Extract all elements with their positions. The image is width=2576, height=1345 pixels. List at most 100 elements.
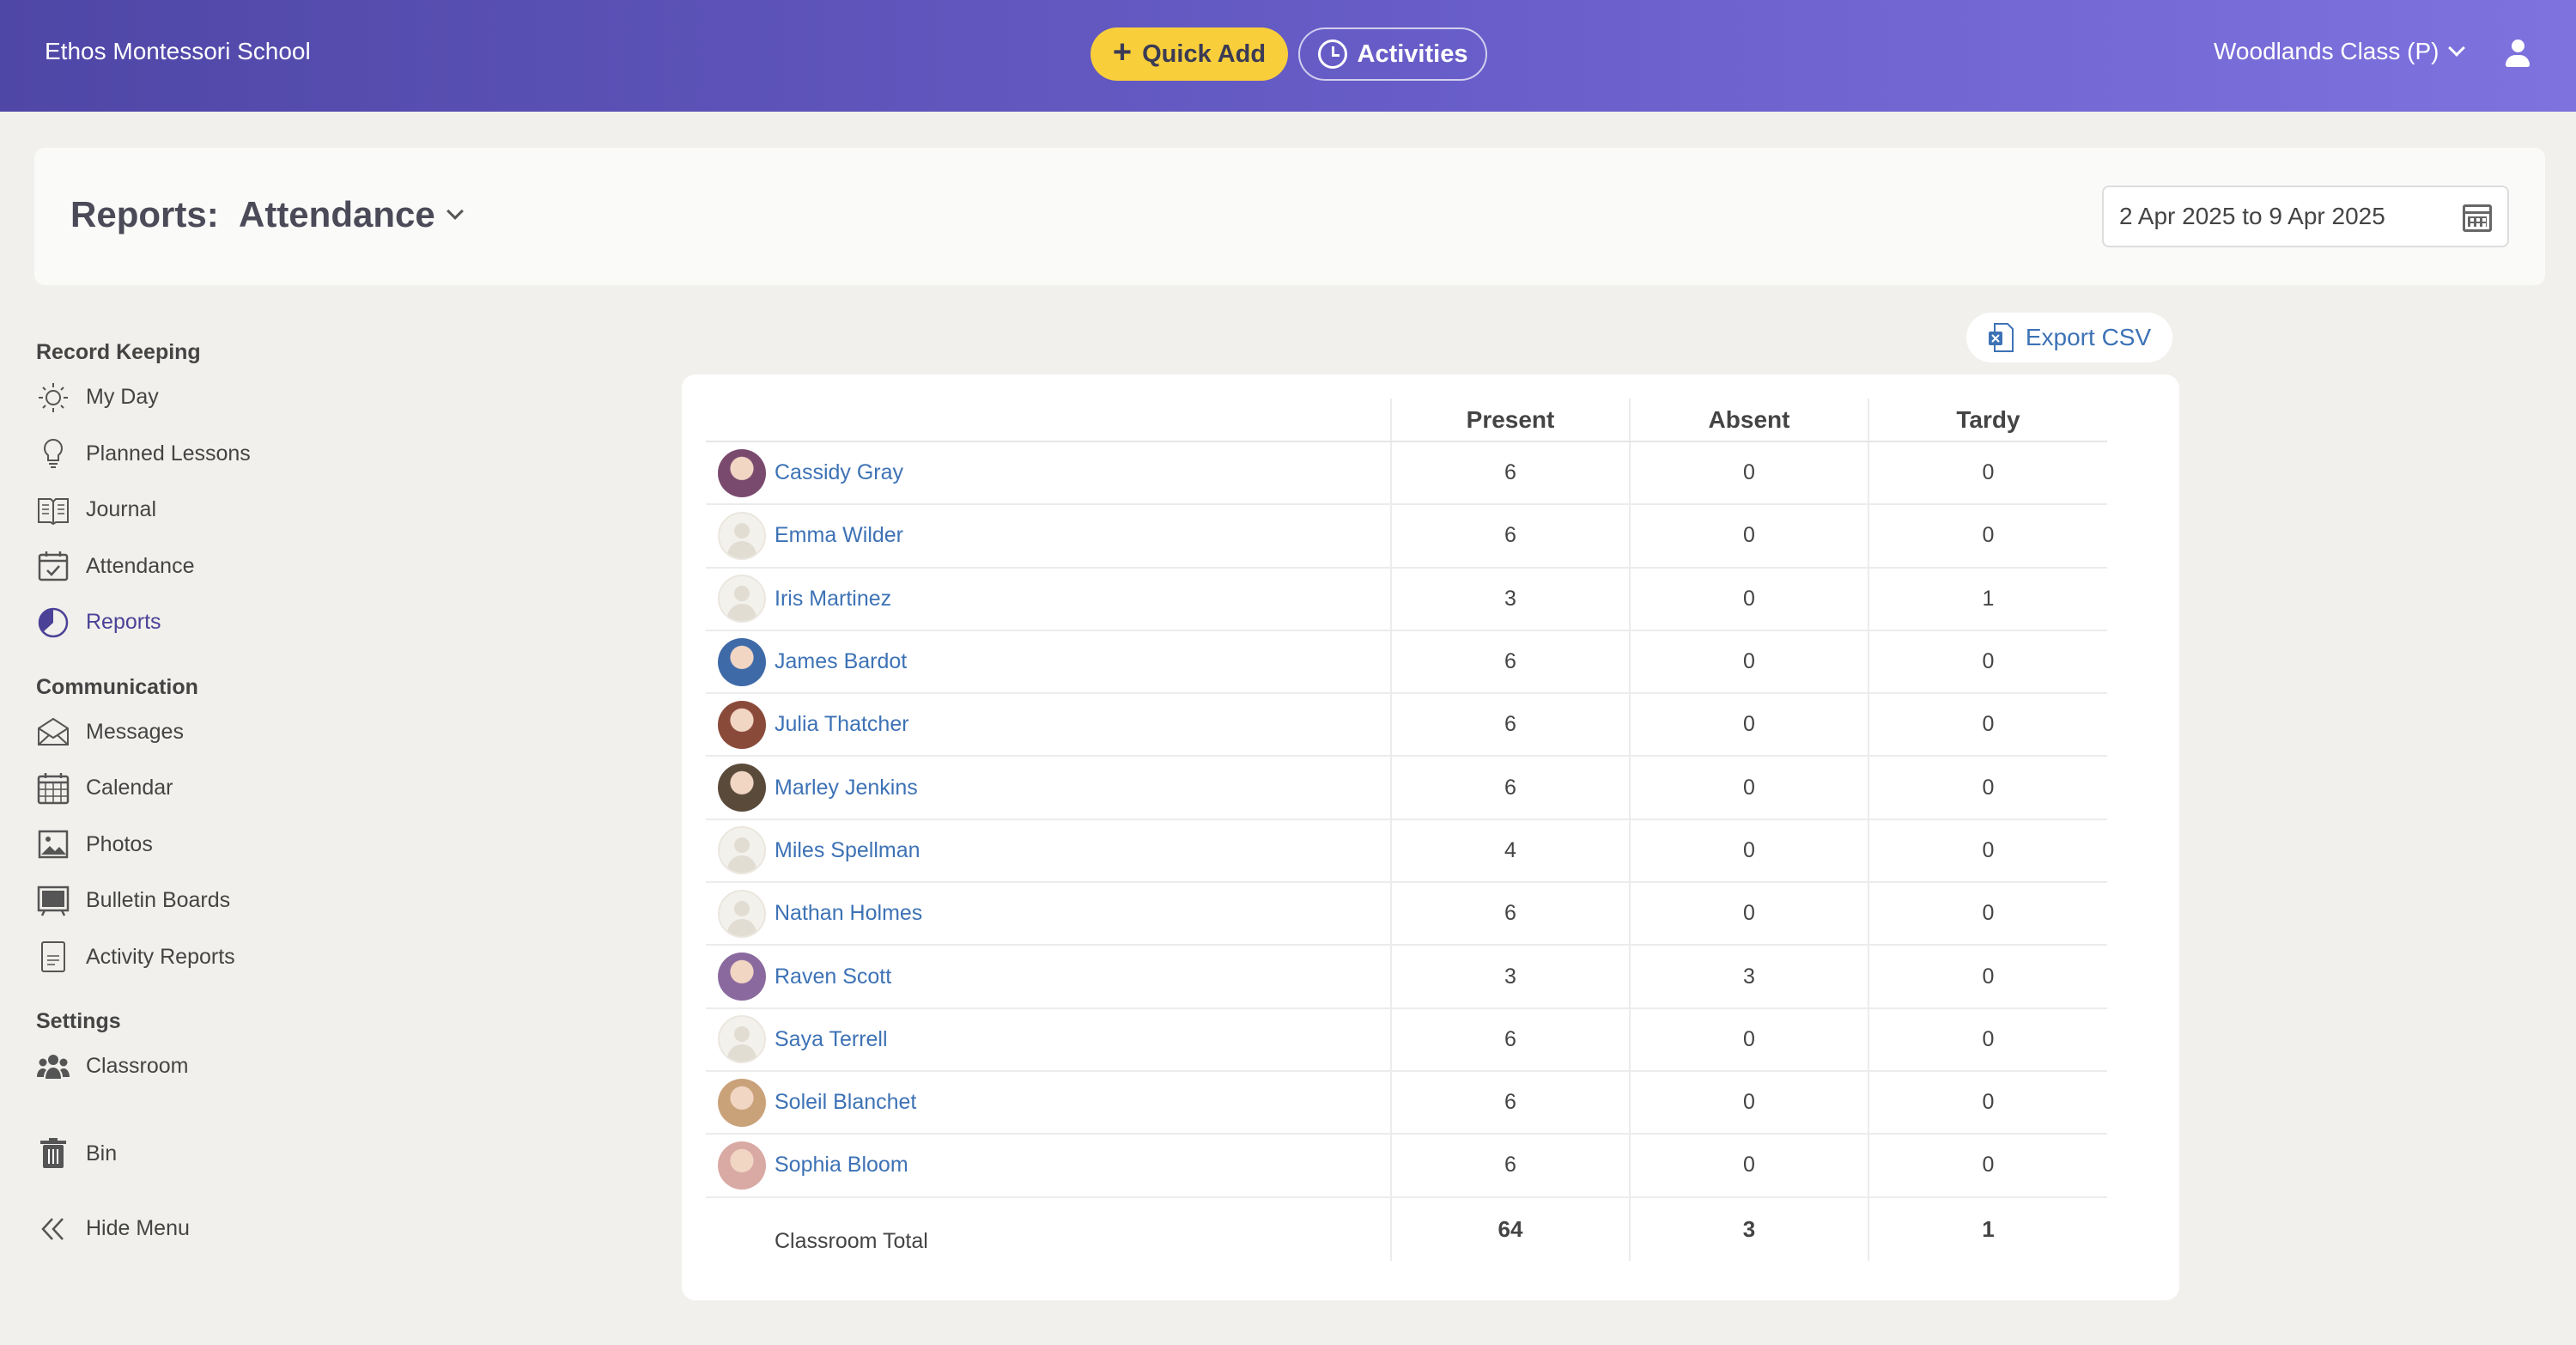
avatar[interactable]: [718, 637, 766, 686]
student-name-link[interactable]: Miles Spellman: [775, 837, 920, 862]
avatar[interactable]: [718, 764, 766, 812]
chevron-down-icon: [2448, 40, 2466, 57]
column-header-name: [706, 399, 1391, 442]
chevron-down-icon: [446, 203, 464, 220]
tardy-count: 0: [1868, 1007, 2107, 1072]
present-count: 3: [1390, 945, 1630, 1009]
sidebar-item-activity-reports[interactable]: Activity Reports: [36, 929, 380, 986]
student-cell: Sophia Bloom: [706, 1134, 1391, 1198]
tardy-count: 0: [1868, 441, 2107, 506]
student-cell: Soleil Blanchet: [706, 1070, 1391, 1135]
sidebar-item-reports[interactable]: Reports: [36, 594, 380, 651]
envelope-icon: [38, 718, 69, 746]
sidebar-item-label: Classroom: [86, 1054, 189, 1079]
sidebar-item-label: Calendar: [86, 776, 173, 800]
present-count: 6: [1390, 630, 1630, 695]
sidebar-item-attendance[interactable]: Attendance: [36, 539, 380, 595]
avatar[interactable]: [718, 700, 766, 749]
student-name-link[interactable]: Sophia Bloom: [775, 1153, 908, 1178]
sidebar-item-bin[interactable]: Bin: [36, 1126, 380, 1183]
student-name-link[interactable]: Soleil Blanchet: [775, 1090, 917, 1115]
column-header-absent[interactable]: Absent: [1629, 399, 1868, 442]
lightbulb-icon: [44, 439, 63, 469]
class-select-label: Woodlands Class (P): [2214, 38, 2439, 64]
class-selector[interactable]: Woodlands Class (P): [2214, 38, 2466, 65]
student-cell: Saya Terrell: [706, 1007, 1391, 1072]
sidebar-item-my-day[interactable]: My Day: [36, 369, 380, 426]
table-row: Marley Jenkins 6 0 0: [706, 756, 2107, 820]
avatar[interactable]: [718, 952, 766, 1001]
table-row: Miles Spellman 4 0 0: [706, 819, 2107, 884]
quick-add-button[interactable]: + Quick Add: [1091, 27, 1288, 81]
present-count: 6: [1390, 1007, 1630, 1072]
excel-icon: [1988, 323, 2014, 352]
student-name-link[interactable]: James Bardot: [775, 649, 908, 674]
table-total-row: Classroom Total 64 3 1: [706, 1196, 2107, 1261]
student-cell: Julia Thatcher: [706, 693, 1391, 758]
tardy-count: 0: [1868, 819, 2107, 884]
sidebar-item-journal[interactable]: Journal: [36, 482, 380, 539]
absent-count: 0: [1629, 1007, 1868, 1072]
student-name-link[interactable]: Saya Terrell: [775, 1026, 888, 1051]
absent-count: 0: [1629, 504, 1868, 569]
avatar[interactable]: [718, 1141, 766, 1190]
date-range-field[interactable]: 2 Apr 2025 to 9 Apr 2025: [2102, 186, 2509, 247]
export-csv-label: Export CSV: [2025, 324, 2152, 350]
student-name-link[interactable]: Iris Martinez: [775, 586, 892, 611]
absent-count: 0: [1629, 441, 1868, 506]
student-name-link[interactable]: Nathan Holmes: [775, 901, 923, 926]
table-header-row: Present Absent Tardy: [706, 399, 2107, 442]
sidebar-item-label: Attendance: [86, 553, 195, 578]
student-name-link[interactable]: Emma Wilder: [775, 523, 904, 548]
avatar[interactable]: [718, 889, 766, 938]
avatar[interactable]: [718, 511, 766, 560]
avatar[interactable]: [718, 826, 766, 875]
tardy-count: 0: [1868, 1070, 2107, 1135]
tardy-count: 0: [1868, 756, 2107, 820]
total-tardy: 1: [1868, 1196, 2107, 1261]
sidebar-item-label: Messages: [86, 719, 184, 744]
sidebar-item-calendar[interactable]: Calendar: [36, 760, 380, 817]
present-count: 6: [1390, 882, 1630, 946]
report-type-dropdown[interactable]: Attendance: [239, 194, 464, 235]
column-header-tardy[interactable]: Tardy: [1868, 399, 2107, 442]
student-name-link[interactable]: Raven Scott: [775, 964, 892, 989]
book-icon: [38, 497, 69, 525]
calendar-icon[interactable]: [2463, 204, 2492, 232]
activities-button[interactable]: Activities: [1298, 27, 1487, 81]
export-csv-button[interactable]: Export CSV: [1966, 313, 2172, 362]
tardy-count: 0: [1868, 1134, 2107, 1198]
board-icon: [37, 886, 70, 916]
sidebar-item-messages[interactable]: Messages: [36, 704, 380, 761]
student-name-link[interactable]: Cassidy Gray: [775, 460, 904, 485]
table-row: Sophia Bloom 6 0 0: [706, 1134, 2107, 1198]
table-row: James Bardot 6 0 0: [706, 630, 2107, 695]
school-name[interactable]: Ethos Montessori School: [45, 38, 311, 64]
calendar-check-icon: [38, 551, 69, 581]
absent-count: 0: [1629, 756, 1868, 820]
hide-menu-button[interactable]: Hide Menu: [36, 1201, 380, 1257]
student-name-link[interactable]: Julia Thatcher: [775, 712, 909, 737]
present-count: 6: [1390, 1134, 1630, 1198]
total-absent: 3: [1629, 1196, 1868, 1261]
sidebar-item-classroom[interactable]: Classroom: [36, 1038, 380, 1095]
avatar[interactable]: [718, 1078, 766, 1127]
sidebar-item-photos[interactable]: Photos: [36, 817, 380, 873]
student-cell: Cassidy Gray: [706, 441, 1391, 506]
user-icon[interactable]: [2504, 40, 2531, 69]
tardy-count: 1: [1868, 567, 2107, 631]
sidebar-item-planned-lessons[interactable]: Planned Lessons: [36, 426, 380, 483]
avatar[interactable]: [718, 1015, 766, 1064]
table-row: Cassidy Gray 6 0 0: [706, 441, 2107, 506]
activities-label: Activities: [1357, 40, 1468, 68]
column-header-present[interactable]: Present: [1390, 399, 1630, 442]
sidebar-item-bulletin-boards[interactable]: Bulletin Boards: [36, 873, 380, 929]
sidebar-item-label: Bulletin Boards: [86, 888, 231, 913]
tardy-count: 0: [1868, 693, 2107, 758]
student-name-link[interactable]: Marley Jenkins: [775, 775, 918, 800]
top-bar: Ethos Montessori School + Quick Add Acti…: [0, 0, 2576, 112]
student-cell: Miles Spellman: [706, 819, 1391, 884]
present-count: 3: [1390, 567, 1630, 631]
avatar[interactable]: [718, 575, 766, 624]
avatar[interactable]: [718, 448, 766, 497]
